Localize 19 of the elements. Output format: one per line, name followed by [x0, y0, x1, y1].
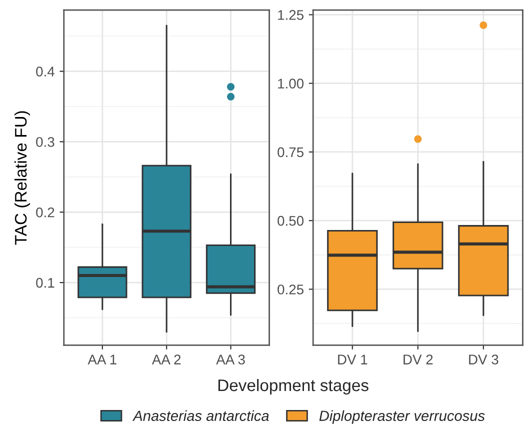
x-tick-label: AA 3 — [216, 354, 245, 364]
x-tick-label: DV 2 — [404, 354, 433, 364]
y-tick-label: 0.4 — [36, 66, 54, 76]
y-tick-label: 1.00 — [278, 78, 304, 89]
x-tick-label: DV 1 — [338, 354, 368, 364]
legend-label: Anasterias antarctica — [132, 410, 269, 421]
x-tick-label: AA 2 — [152, 354, 181, 364]
x-tick-label: AA 1 — [88, 354, 116, 364]
y-tick-label: 0.2 — [36, 207, 54, 218]
x-tick-label: DV 3 — [469, 354, 498, 364]
y-tick-label: 1.25 — [278, 10, 304, 20]
y-tick-label: 0.50 — [278, 216, 304, 226]
y-tick-label: 0.75 — [278, 147, 304, 158]
x-axis-title: Development stages — [218, 378, 368, 395]
y-tick-label: 0.25 — [278, 284, 304, 294]
legend-label: Diplopteraster verrucosus — [319, 410, 485, 424]
y-tick-label: 0.1 — [36, 278, 54, 288]
y-axis-title: TAC (Relative FU) — [14, 111, 30, 245]
y-tick-label: 0.3 — [36, 137, 54, 147]
